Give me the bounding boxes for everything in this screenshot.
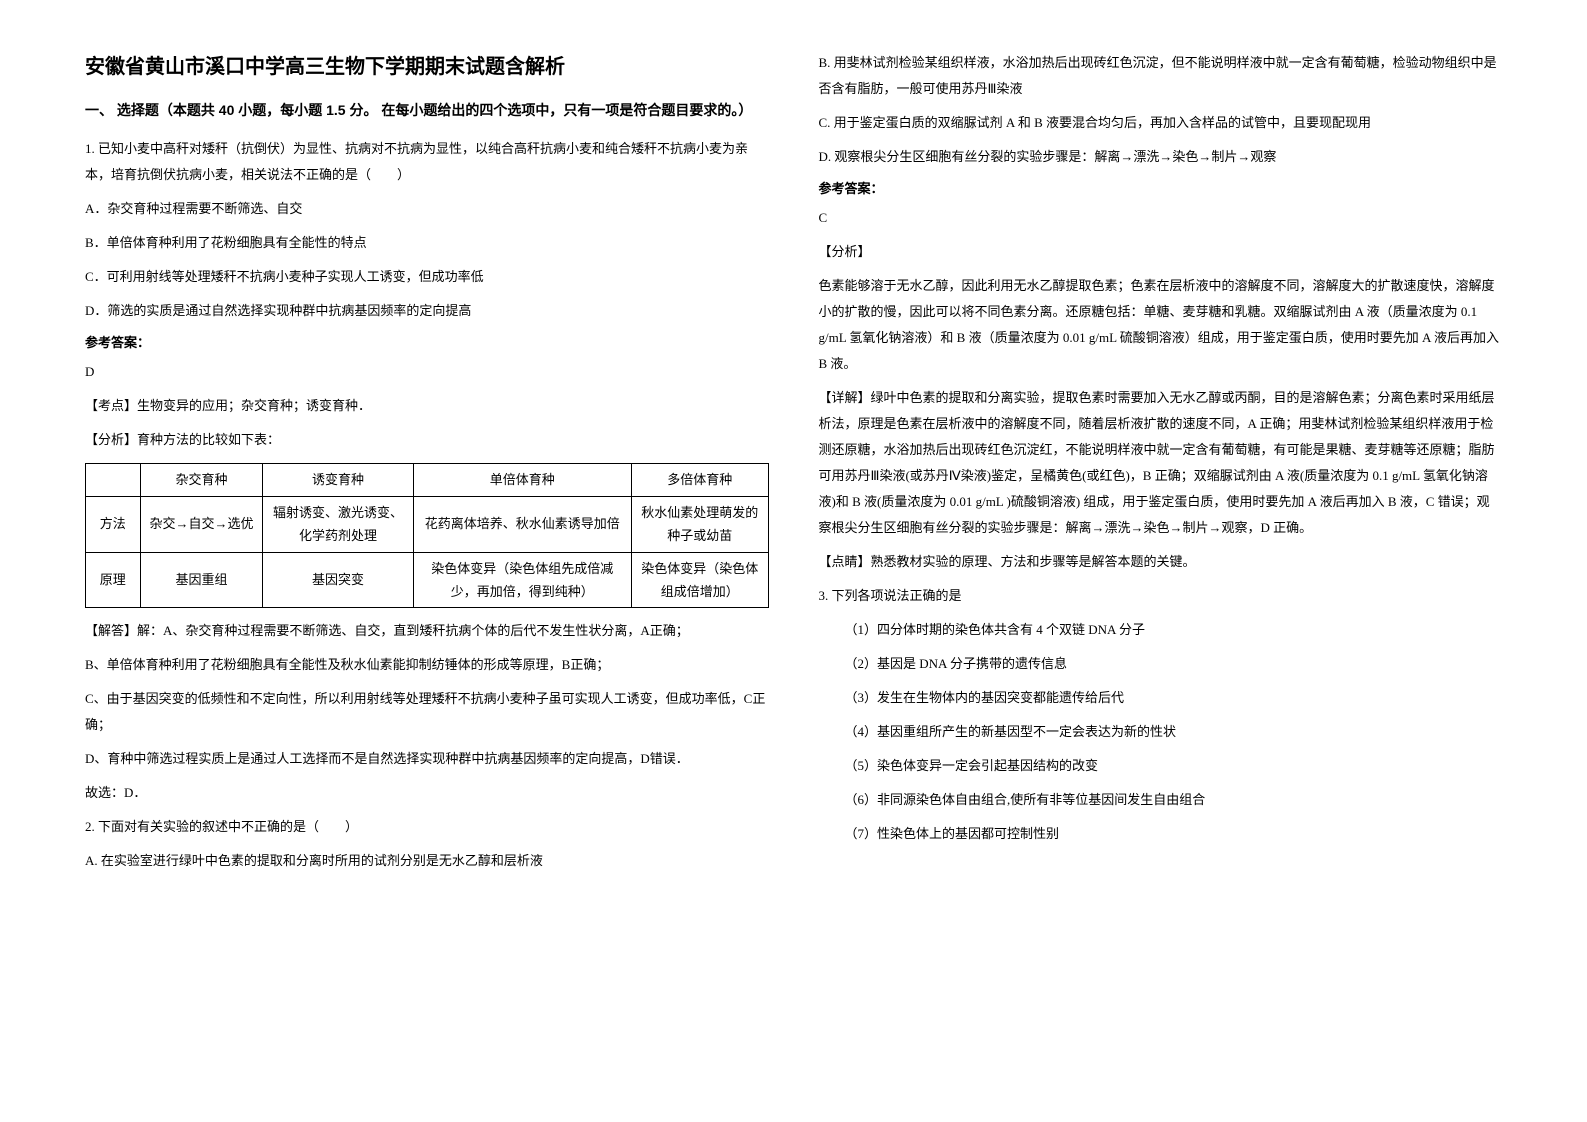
table-cell: 花药离体培养、秋水仙素诱导加倍 (413, 496, 631, 552)
q2-fenxi: 色素能够溶于无水乙醇，因此利用无水乙醇提取色素；色素在层析液中的溶解度不同，溶解… (819, 273, 1503, 377)
q1-jieda-3: D、育种中筛选过程实质上是通过人工选择而不是自然选择实现种群中抗病基因频率的定向… (85, 746, 769, 772)
q1-option-b: B．单倍体育种利用了花粉细胞具有全能性的特点 (85, 230, 769, 256)
q2-xiangjie: 【详解】绿叶中色素的提取和分离实验，提取色素时需要加入无水乙醇或丙酮，目的是溶解… (819, 385, 1503, 541)
q2-answer-label: 参考答案： (819, 178, 1503, 197)
q3-item-7: （7）性染色体上的基因都可控制性别 (819, 821, 1503, 847)
section-header: 一、 选择题（本题共 40 小题，每小题 1.5 分。 在每小题给出的四个选项中… (85, 99, 769, 121)
q1-option-d: D．筛选的实质是通过自然选择实现种群中抗病基因频率的定向提高 (85, 298, 769, 324)
table-cell: 单倍体育种 (413, 464, 631, 496)
q1-jieda-1: B、单倍体育种利用了花粉细胞具有全能性及秋水仙素能抑制纺锤体的形成等原理，B正确… (85, 652, 769, 678)
table-cell: 杂交→自交→选优 (140, 496, 263, 552)
table-cell: 方法 (86, 496, 141, 552)
q1-text: 1. 已知小麦中高秆对矮秆（抗倒伏）为显性、抗病对不抗病为显性，以纯合高秆抗病小… (85, 136, 769, 188)
table-cell: 诱变育种 (263, 464, 413, 496)
q2-dianjing: 【点睛】熟悉教材实验的原理、方法和步骤等是解答本题的关键。 (819, 549, 1503, 575)
q3-item-3: （3）发生在生物体内的基因突变都能遗传给后代 (819, 685, 1503, 711)
q1-jieda-0: 【解答】解：A、杂交育种过程需要不断筛选、自交，直到矮秆抗病个体的后代不发生性状… (85, 618, 769, 644)
q2-option-a: A. 在实验室进行绿叶中色素的提取和分离时所用的试剂分别是无水乙醇和层析液 (85, 848, 769, 874)
q2-text: 2. 下面对有关实验的叙述中不正确的是（ ） (85, 814, 769, 840)
q2-answer: C (819, 205, 1503, 231)
table-cell: 原理 (86, 552, 141, 608)
q1-answer-label: 参考答案： (85, 332, 769, 351)
table-cell: 杂交育种 (140, 464, 263, 496)
q3-item-2: （2）基因是 DNA 分子携带的遗传信息 (819, 651, 1503, 677)
q1-kaodian: 【考点】生物变异的应用；杂交育种；诱变育种． (85, 393, 769, 419)
q1-answer: D (85, 359, 769, 385)
table-header-row: 杂交育种 诱变育种 单倍体育种 多倍体育种 (86, 464, 769, 496)
table-row: 方法 杂交→自交→选优 辐射诱变、激光诱变、化学药剂处理 花药离体培养、秋水仙素… (86, 496, 769, 552)
table-cell (86, 464, 141, 496)
right-column: B. 用斐林试剂检验某组织样液，水浴加热后出现砖红色沉淀，但不能说明样液中就一定… (794, 50, 1528, 1072)
q1-fenxi: 【分析】育种方法的比较如下表： (85, 427, 769, 453)
q3-item-5: （5）染色体变异一定会引起基因结构的改变 (819, 753, 1503, 779)
left-column: 安徽省黄山市溪口中学高三生物下学期期末试题含解析 一、 选择题（本题共 40 小… (60, 50, 794, 1072)
document-title: 安徽省黄山市溪口中学高三生物下学期期末试题含解析 (85, 50, 769, 79)
q3-text: 3. 下列各项说法正确的是 (819, 583, 1503, 609)
table-cell: 多倍体育种 (631, 464, 768, 496)
q1-table: 杂交育种 诱变育种 单倍体育种 多倍体育种 方法 杂交→自交→选优 辐射诱变、激… (85, 463, 769, 608)
table-cell: 染色体变异（染色体组先成倍减少，再加倍，得到纯种） (413, 552, 631, 608)
table-cell: 辐射诱变、激光诱变、化学药剂处理 (263, 496, 413, 552)
q2-fenxi-label: 【分析】 (819, 239, 1503, 265)
q1-option-c: C．可利用射线等处理矮秆不抗病小麦种子实现人工诱变，但成功率低 (85, 264, 769, 290)
q1-option-a: A．杂交育种过程需要不断筛选、自交 (85, 196, 769, 222)
q2-option-b: B. 用斐林试剂检验某组织样液，水浴加热后出现砖红色沉淀，但不能说明样液中就一定… (819, 50, 1503, 102)
table-cell: 染色体变异（染色体组成倍增加） (631, 552, 768, 608)
table-cell: 基因重组 (140, 552, 263, 608)
q1-jieda-4: 故选：D． (85, 780, 769, 806)
q2-option-c: C. 用于鉴定蛋白质的双缩脲试剂 A 和 B 液要混合均匀后，再加入含样品的试管… (819, 110, 1503, 136)
table-cell: 基因突变 (263, 552, 413, 608)
q1-jieda-2: C、由于基因突变的低频性和不定向性，所以利用射线等处理矮秆不抗病小麦种子虽可实现… (85, 686, 769, 738)
table-row: 原理 基因重组 基因突变 染色体变异（染色体组先成倍减少，再加倍，得到纯种） 染… (86, 552, 769, 608)
q3-item-6: （6）非同源染色体自由组合,使所有非等位基因间发生自由组合 (819, 787, 1503, 813)
q3-item-1: （1）四分体时期的染色体共含有 4 个双链 DNA 分子 (819, 617, 1503, 643)
q3-item-4: （4）基因重组所产生的新基因型不一定会表达为新的性状 (819, 719, 1503, 745)
table-cell: 秋水仙素处理萌发的种子或幼苗 (631, 496, 768, 552)
q2-option-d: D. 观察根尖分生区细胞有丝分裂的实验步骤是：解离→漂洗→染色→制片→观察 (819, 144, 1503, 170)
